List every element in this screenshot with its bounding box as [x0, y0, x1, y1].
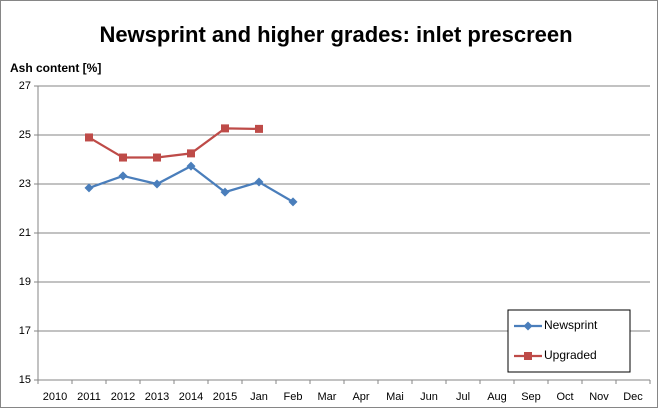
marker	[84, 183, 94, 193]
marker	[220, 187, 230, 197]
legend-label: Upgraded	[544, 348, 597, 362]
x-tick-label: Dec	[623, 391, 643, 403]
marker	[523, 321, 533, 331]
marker	[524, 352, 532, 360]
marker	[119, 153, 127, 162]
marker	[186, 161, 196, 171]
x-tick-label: Sep	[521, 391, 541, 403]
x-tick-label: Jul	[456, 391, 470, 403]
marker	[288, 197, 298, 207]
marker	[255, 124, 263, 133]
marker	[85, 133, 93, 142]
marker	[254, 177, 264, 187]
marker	[221, 124, 229, 133]
x-tick-label: Feb	[284, 391, 303, 403]
x-tick-label: 2011	[77, 391, 101, 403]
marker	[153, 153, 161, 162]
x-tick-label: 2013	[145, 391, 169, 403]
y-tick-label: 21	[19, 227, 31, 239]
y-tick-label: 19	[19, 276, 31, 288]
chart-title: Newsprint and higher grades: inlet presc…	[99, 22, 572, 47]
y-axis-label: Ash content [%]	[10, 61, 101, 75]
x-tick-label: Jun	[420, 391, 438, 403]
marker	[118, 171, 128, 181]
x-tick-label: Nov	[589, 391, 609, 403]
y-tick-label: 17	[19, 325, 31, 337]
series-line	[88, 127, 260, 159]
marker	[152, 179, 162, 189]
y-tick-label: 27	[19, 80, 31, 92]
y-tick-label: 23	[19, 178, 31, 190]
x-tick-label: Aug	[487, 391, 507, 403]
x-tick-label: Oct	[556, 391, 573, 403]
x-tick-label: 2014	[179, 391, 203, 403]
x-tick-label: 2012	[111, 391, 135, 403]
marker	[187, 149, 195, 158]
x-tick-label: 2010	[43, 391, 67, 403]
x-tick-label: Mai	[386, 391, 404, 403]
legend-label: Newsprint	[544, 318, 598, 332]
x-tick-label: Apr	[352, 391, 369, 403]
y-tick-label: 15	[19, 374, 31, 386]
x-tick-label: 2015	[213, 391, 237, 403]
y-tick-label: 25	[19, 129, 31, 141]
x-tick-label: Jan	[250, 391, 268, 403]
x-tick-label: Mar	[318, 391, 337, 403]
legend-box	[507, 309, 631, 373]
